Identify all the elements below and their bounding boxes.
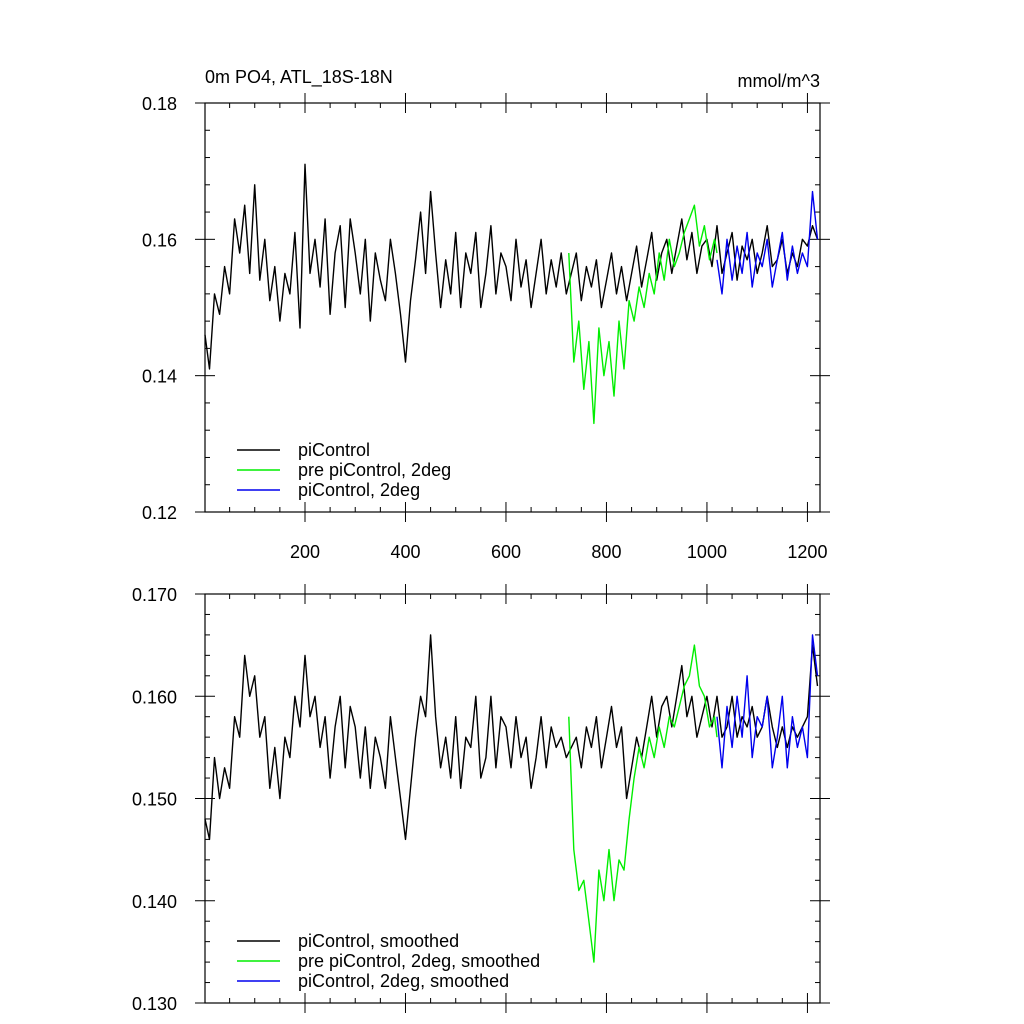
x-tick-label: 1200 [787, 542, 827, 562]
x-tick-label: 1000 [687, 542, 727, 562]
units-label: mmol/m^3 [738, 71, 820, 91]
y-tick-label: 0.150 [132, 790, 177, 810]
y-tick-label: 0.160 [132, 687, 177, 707]
x-tick-label: 200 [290, 542, 320, 562]
series-line-1 [204, 163, 819, 370]
plot-frame [204, 102, 821, 513]
y-tick-label: 0.140 [132, 892, 177, 912]
y-tick-label: 0.130 [132, 994, 177, 1014]
series-line-1 [204, 634, 819, 841]
y-tick-label: 0.16 [142, 230, 177, 250]
series-line-3 [716, 634, 819, 769]
bottom-panel: 0.130 0.140 0.150 0.160 0.170 piControl, smoo… [132, 584, 830, 1014]
x-tick-label: 800 [591, 542, 621, 562]
y-tick-label: 0.12 [142, 503, 177, 523]
top-panel: 200 400 600 800 1000 1200 0.12 0.14 0.16 0.18 piCo… [142, 93, 830, 562]
legend-label: piControl, 2deg [298, 480, 420, 500]
panel-title: 0m PO4, ATL_18S-18N [205, 67, 393, 88]
y-tick-label: 0.170 [132, 585, 177, 605]
y-tick-label: 0.14 [142, 367, 177, 387]
legend-label: piControl, smoothed [298, 931, 459, 951]
y-tick-label: 0.18 [142, 94, 177, 114]
x-tick-label: 600 [491, 542, 521, 562]
legend-label: pre piControl, 2deg, smoothed [298, 951, 540, 971]
series-line-2 [568, 644, 718, 963]
legend-label: pre piControl, 2deg [298, 460, 451, 480]
legend-label: piControl, 2deg, smoothed [298, 971, 509, 991]
legend-label: piControl [298, 440, 370, 460]
series-line-2 [568, 204, 718, 425]
x-tick-label: 400 [390, 542, 420, 562]
series-line-3 [716, 190, 819, 295]
